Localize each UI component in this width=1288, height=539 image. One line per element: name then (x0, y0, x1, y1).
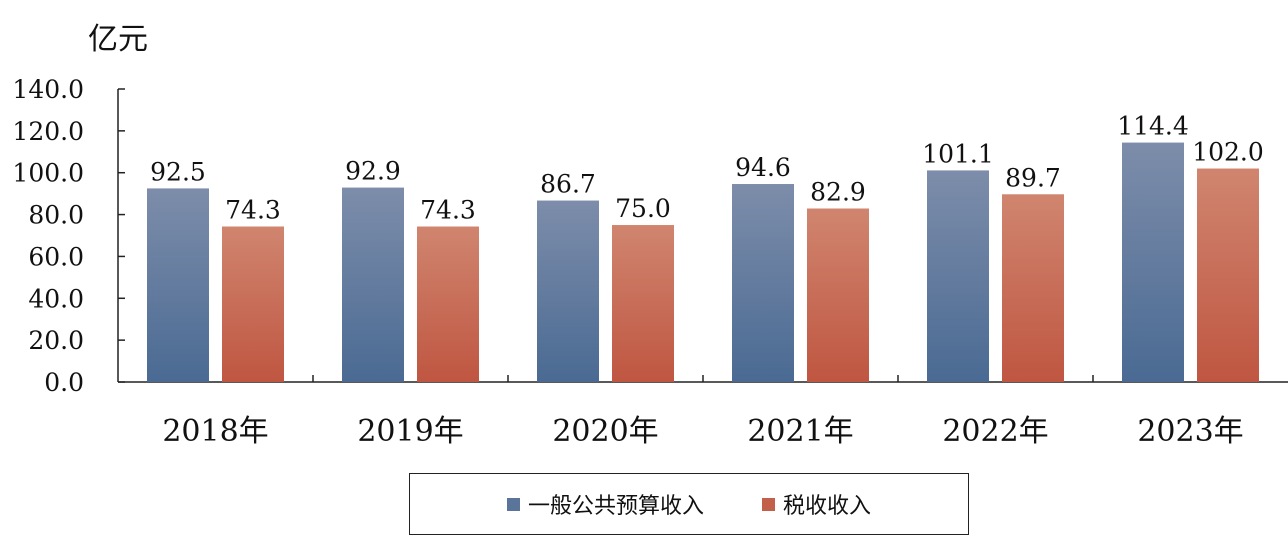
bar-chart: 0.0 20.0 40.0 60.0 80.0 100.0 120.0 140.0 92.5 7… (12, 75, 1288, 449)
y-tick-label: 80.0 (28, 201, 84, 230)
axes: 0.0 20.0 40.0 60.0 80.0 100.0 120.0 140.0 (12, 75, 1288, 397)
legend-item-series-1: 一般公共预算收入 (506, 488, 704, 520)
bar-series-2 (417, 226, 479, 382)
data-label-series-2: 75.0 (615, 194, 671, 223)
y-axis-unit-label: 亿元 (88, 22, 148, 57)
bar-series-1 (1122, 142, 1184, 382)
legend: 一般公共预算收入 税收收入 (409, 473, 969, 535)
bar-series-1 (732, 184, 794, 382)
y-tick-label: 60.0 (28, 242, 84, 271)
y-tick-label: 40.0 (28, 284, 84, 313)
labels: 92.5 74.3 2018年 92.9 74.3 2019年 86.7 75.0 2020年 9… (150, 112, 1264, 449)
data-label-series-1: 94.6 (735, 153, 791, 182)
x-tick-label: 2021年 (747, 414, 853, 449)
bar-series-2 (807, 208, 869, 382)
bars (147, 142, 1259, 382)
legend-label-series-2: 税收收入 (783, 494, 872, 519)
legend-swatch-series-2 (762, 497, 775, 511)
data-label-series-1: 101.1 (922, 139, 994, 168)
data-label-series-1: 92.5 (150, 157, 206, 186)
x-tick-label: 2020年 (552, 414, 658, 449)
data-label-series-1: 86.7 (540, 170, 596, 199)
x-tick-label: 2022年 (942, 414, 1048, 449)
y-tick-label: 20.0 (28, 326, 84, 355)
x-tick-label: 2019年 (357, 414, 463, 449)
data-label-series-2: 89.7 (1005, 163, 1061, 192)
data-label-series-2: 82.9 (810, 178, 866, 207)
legend-swatch-series-1 (506, 497, 520, 511)
y-tick-label: 0.0 (44, 368, 84, 397)
bar-series-2 (222, 226, 284, 382)
legend-item-series-2: 税收收入 (762, 488, 871, 520)
data-label-series-1: 92.9 (345, 157, 401, 186)
data-label-series-2: 102.0 (1192, 138, 1264, 167)
bar-series-1 (927, 170, 989, 382)
data-label-series-2: 74.3 (225, 196, 281, 225)
y-tick-label: 100.0 (12, 159, 84, 188)
bar-series-1 (342, 187, 404, 382)
data-label-series-1: 114.4 (1117, 112, 1189, 141)
bar-series-2 (1002, 194, 1064, 382)
y-tick-label: 120.0 (12, 117, 84, 146)
bar-series-2 (612, 225, 674, 382)
x-tick-label: 2018年 (162, 414, 268, 449)
bar-series-1 (147, 188, 209, 382)
bar-series-1 (537, 200, 599, 382)
bar-series-2 (1197, 168, 1259, 382)
y-tick-label: 140.0 (12, 75, 84, 104)
data-label-series-2: 74.3 (420, 196, 476, 225)
x-tick-label: 2023年 (1137, 414, 1243, 449)
legend-label-series-1: 一般公共预算收入 (527, 494, 704, 519)
